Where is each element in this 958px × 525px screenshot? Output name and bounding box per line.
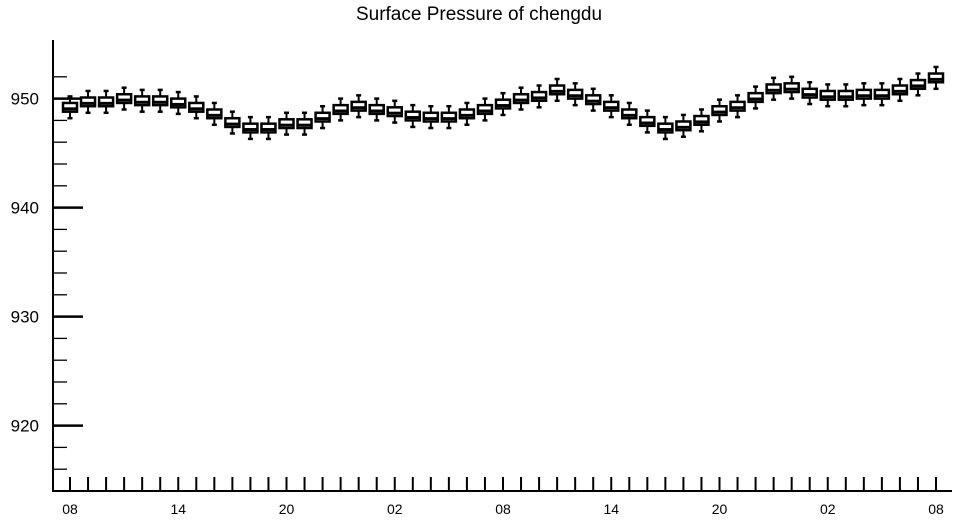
y-tick-label: 940 (11, 199, 39, 218)
x-tick-label: 08 (928, 501, 944, 517)
x-tick-label: 02 (387, 501, 403, 517)
x-tick-label: 14 (170, 501, 186, 517)
x-tick-label: 14 (603, 501, 619, 517)
x-tick-label: 08 (62, 501, 78, 517)
x-tick-label: 02 (820, 501, 836, 517)
x-tick-label: 08 (495, 501, 511, 517)
chart-title: Surface Pressure of chengdu (355, 4, 603, 25)
y-tick-label: 920 (11, 417, 39, 436)
box-body (675, 120, 692, 132)
y-tick-label: 930 (11, 308, 39, 327)
x-tick-label: 20 (279, 501, 295, 517)
x-tick-label: 20 (712, 501, 728, 517)
y-tick-label: 950 (11, 90, 39, 109)
